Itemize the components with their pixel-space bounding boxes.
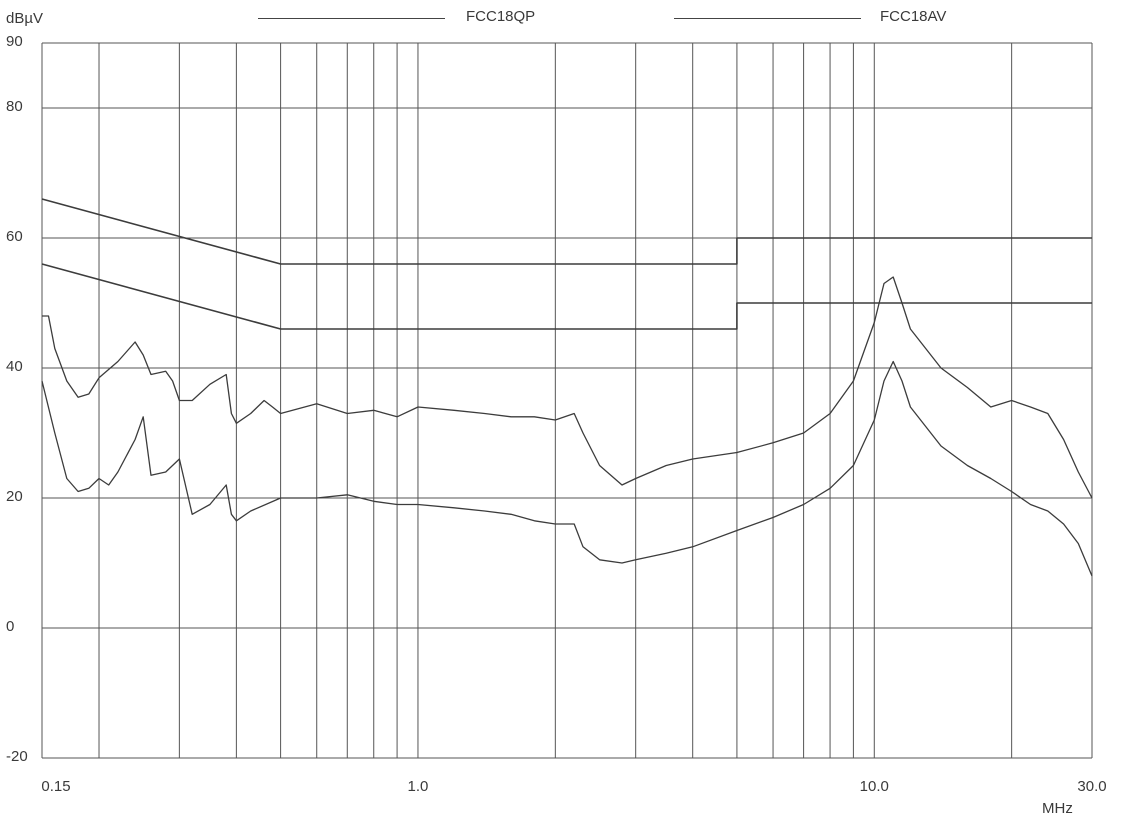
y-axis-label: dBµV	[6, 10, 43, 27]
quasi-peak-trace	[42, 276, 1093, 499]
legend-label-fcc18qp: FCC18QP	[466, 8, 536, 25]
y-tick-label: 80	[6, 98, 23, 115]
x-axis-label: MHz	[1042, 800, 1073, 817]
x-tick-label: 30.0	[1077, 778, 1107, 795]
y-tick-label: 20	[6, 488, 23, 505]
legend-line-fcc18qp	[258, 18, 445, 19]
y-tick-label: 0	[6, 618, 15, 635]
y-tick-label: 60	[6, 228, 23, 245]
y-tick-label: -20	[6, 748, 28, 765]
x-tick-label: 1.0	[407, 778, 429, 795]
limit-lines	[41, 198, 1092, 330]
limit-line-fcc18qp	[41, 198, 1092, 265]
x-tick-label: 0.15	[41, 778, 71, 795]
legend-line-fcc18av	[674, 18, 861, 19]
measurement-traces	[41, 276, 1093, 577]
x-tick-label: 10.0	[859, 778, 889, 795]
limit-line-fcc18av	[41, 263, 1092, 330]
grid-lines	[41, 42, 1093, 759]
average-trace	[41, 360, 1093, 577]
y-tick-label: 90	[6, 33, 23, 50]
legend-label-fcc18av: FCC18AV	[880, 8, 947, 25]
y-tick-label: 40	[6, 358, 23, 375]
